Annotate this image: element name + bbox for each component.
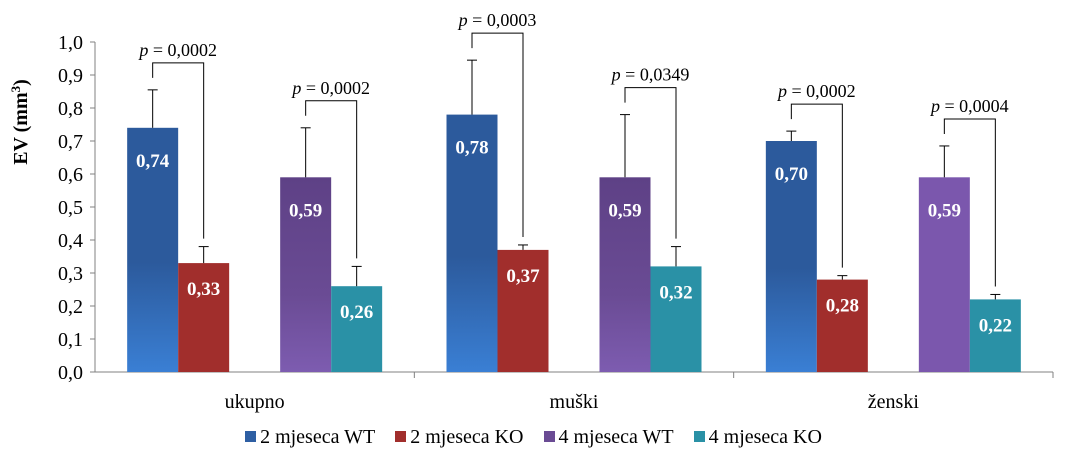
legend-swatch	[245, 431, 256, 442]
data-label: 0,32	[659, 282, 692, 303]
x-category-label: ženski	[868, 391, 920, 413]
p-value-label: p = 0,0349	[610, 65, 690, 85]
bar	[331, 286, 382, 372]
x-category-label: ukupno	[225, 391, 285, 413]
data-label: 0,74	[136, 151, 170, 172]
data-label: 0,70	[775, 164, 808, 185]
p-value-label: p = 0,0002	[137, 40, 217, 60]
data-label: 0,59	[608, 200, 641, 221]
annotations-layer: p = 0,0002 p = 0,0002 p = 0,0003 p = 0,0349…	[137, 10, 1008, 286]
y-tick-label: 0,5	[58, 197, 83, 219]
legend-label: 4 mjeseca KO	[709, 426, 822, 448]
data-label: 0,59	[928, 200, 961, 221]
p-value-label: p = 0,0003	[457, 10, 537, 30]
x-category-label: muški	[550, 391, 599, 413]
legend-item: 4 mjeseca KO	[694, 426, 822, 449]
bar	[817, 280, 868, 372]
data-label: 0,59	[289, 200, 322, 221]
legend-label: 4 mjeseca WT	[559, 426, 674, 448]
bar-chart: 0,0 0,1 0,2 0,3 0,4 0,5 0,6 0,7 0,8 0,9 1,0 EV (mm3…	[0, 0, 1067, 420]
y-tick-label: 0,1	[58, 329, 83, 351]
data-label: 0,37	[506, 266, 540, 287]
data-label: 0,78	[455, 138, 488, 159]
y-tick-label: 0,8	[58, 98, 83, 120]
legend-item: 2 mjeseca KO	[395, 426, 523, 449]
data-label: 0,26	[340, 302, 373, 323]
legend-swatch	[544, 431, 555, 442]
y-tick-label: 0,6	[58, 164, 83, 186]
y-tick-label: 0,9	[58, 65, 83, 87]
legend-item: 2 mjeseca WT	[245, 426, 375, 449]
y-axis-label: EV (mm3)	[8, 79, 33, 165]
p-value-label: p = 0,0002	[776, 81, 856, 101]
legend-label: 2 mjeseca KO	[410, 426, 523, 448]
data-label: 0,33	[187, 279, 220, 300]
legend-swatch	[395, 431, 406, 442]
y-tick-label: 0,4	[58, 230, 83, 252]
p-value-label: p = 0,0002	[290, 78, 370, 98]
y-tick-label: 0,2	[58, 296, 83, 318]
legend-swatch	[694, 431, 705, 442]
legend-item: 4 mjeseca WT	[544, 426, 674, 449]
p-value-label: p = 0,0004	[929, 96, 1009, 116]
legend: 2 mjeseca WT 2 mjeseca KO 4 mjeseca WT 4 mj…	[0, 426, 1067, 449]
legend-label: 2 mjeseca WT	[260, 426, 375, 448]
y-tick-label: 1,0	[58, 32, 83, 54]
y-tick-label: 0,7	[58, 131, 83, 153]
y-tick-label: 0,0	[58, 362, 83, 384]
bars-layer: 0,74 0,78 0,70 0,33 0,37 0,28 0,59 0,59 0,59 0,26…	[127, 60, 1021, 372]
data-label: 0,28	[826, 296, 859, 317]
y-tick-label: 0,3	[58, 263, 83, 285]
data-label: 0,22	[979, 315, 1012, 336]
